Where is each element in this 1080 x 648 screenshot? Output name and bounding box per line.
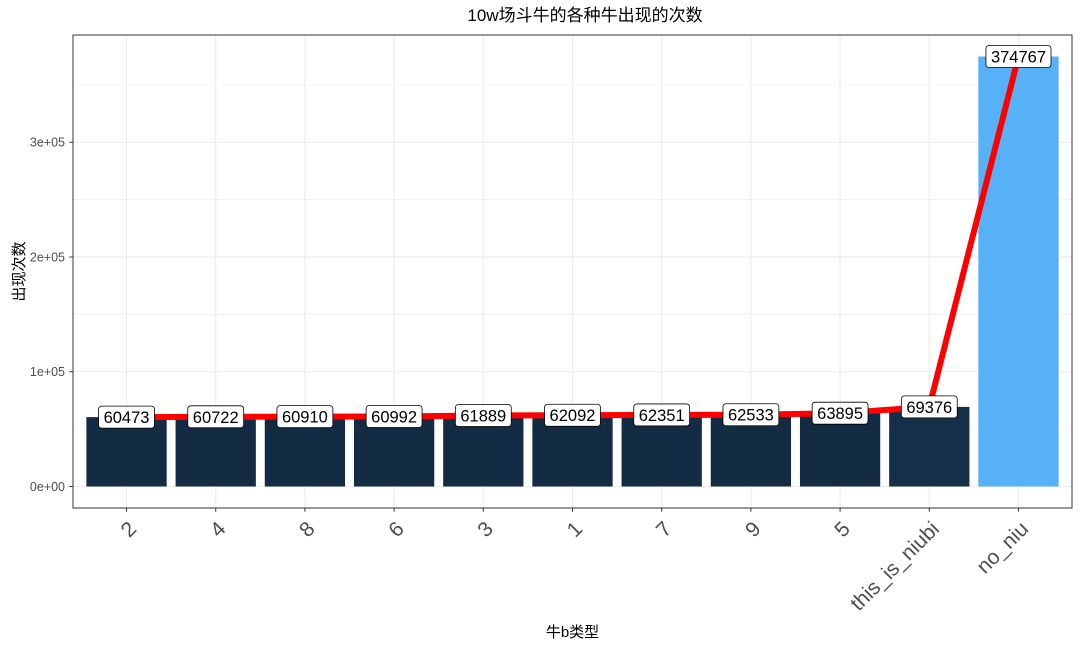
bar-2 — [86, 417, 167, 487]
y-tick-label: 2e+05 — [30, 250, 65, 264]
y-tick-label: 0e+00 — [30, 480, 65, 494]
value-label-box — [98, 405, 155, 429]
value-label-box — [811, 401, 869, 425]
value-label-4: 60722 — [187, 405, 245, 429]
value-label-box — [722, 403, 780, 427]
value-label-box — [187, 405, 245, 429]
value-label-6: 60992 — [365, 405, 423, 428]
bar-no-niu — [978, 56, 1059, 487]
value-label-8: 60910 — [276, 405, 334, 429]
value-label-2: 60473 — [98, 405, 155, 429]
chart-title: 10w场斗牛的各种牛出现的次数 — [467, 6, 702, 25]
bar-3 — [443, 415, 524, 487]
bar-7 — [621, 414, 702, 487]
value-label-text: 374767 — [991, 48, 1046, 66]
value-label-box — [633, 403, 691, 427]
y-axis: 0e+00 1e+05 2e+05 3e+05 — [30, 136, 73, 494]
value-label-this-is-niubi: 69376 — [900, 395, 958, 419]
value-label-text: 63895 — [817, 405, 863, 423]
value-label-text: 62533 — [728, 407, 774, 425]
value-labels: 60473 60722 60910 60992 61889 62092 62351 62533… — [98, 45, 1052, 429]
value-label-box — [985, 45, 1052, 68]
bars — [86, 56, 1059, 487]
value-label-3: 61889 — [454, 404, 512, 427]
value-label-5: 63895 — [811, 401, 869, 425]
bar-1 — [532, 415, 613, 487]
value-label-box — [544, 403, 601, 427]
value-label-box — [276, 405, 334, 429]
value-label-1: 62092 — [544, 403, 601, 427]
value-label-box — [365, 405, 423, 428]
y-tick-label: 1e+05 — [30, 365, 65, 379]
x-axis-title: 牛b类型 — [546, 624, 599, 641]
value-label-text: 62351 — [639, 407, 685, 425]
y-axis-title: 出现次数 — [11, 241, 28, 301]
value-label-9: 62533 — [722, 403, 780, 427]
value-label-text: 61889 — [460, 407, 506, 425]
value-label-no-niu: 374767 — [985, 45, 1052, 68]
bar-6 — [353, 416, 435, 487]
value-label-text: 60722 — [193, 409, 239, 427]
bar-9 — [710, 414, 792, 487]
value-label-text: 69376 — [906, 399, 952, 417]
bar-5 — [799, 413, 881, 487]
bar-this-is-niubi — [889, 406, 970, 487]
y-tick-label: 3e+05 — [30, 136, 65, 150]
value-label-text: 60910 — [282, 409, 328, 427]
value-label-text: 60992 — [371, 408, 417, 426]
bar-8 — [264, 416, 346, 487]
value-label-box — [900, 395, 958, 419]
value-label-7: 62351 — [633, 403, 691, 427]
bar-4 — [175, 416, 256, 487]
value-label-box — [454, 404, 512, 427]
value-label-text: 60473 — [104, 409, 150, 427]
value-label-text: 62092 — [550, 407, 596, 425]
